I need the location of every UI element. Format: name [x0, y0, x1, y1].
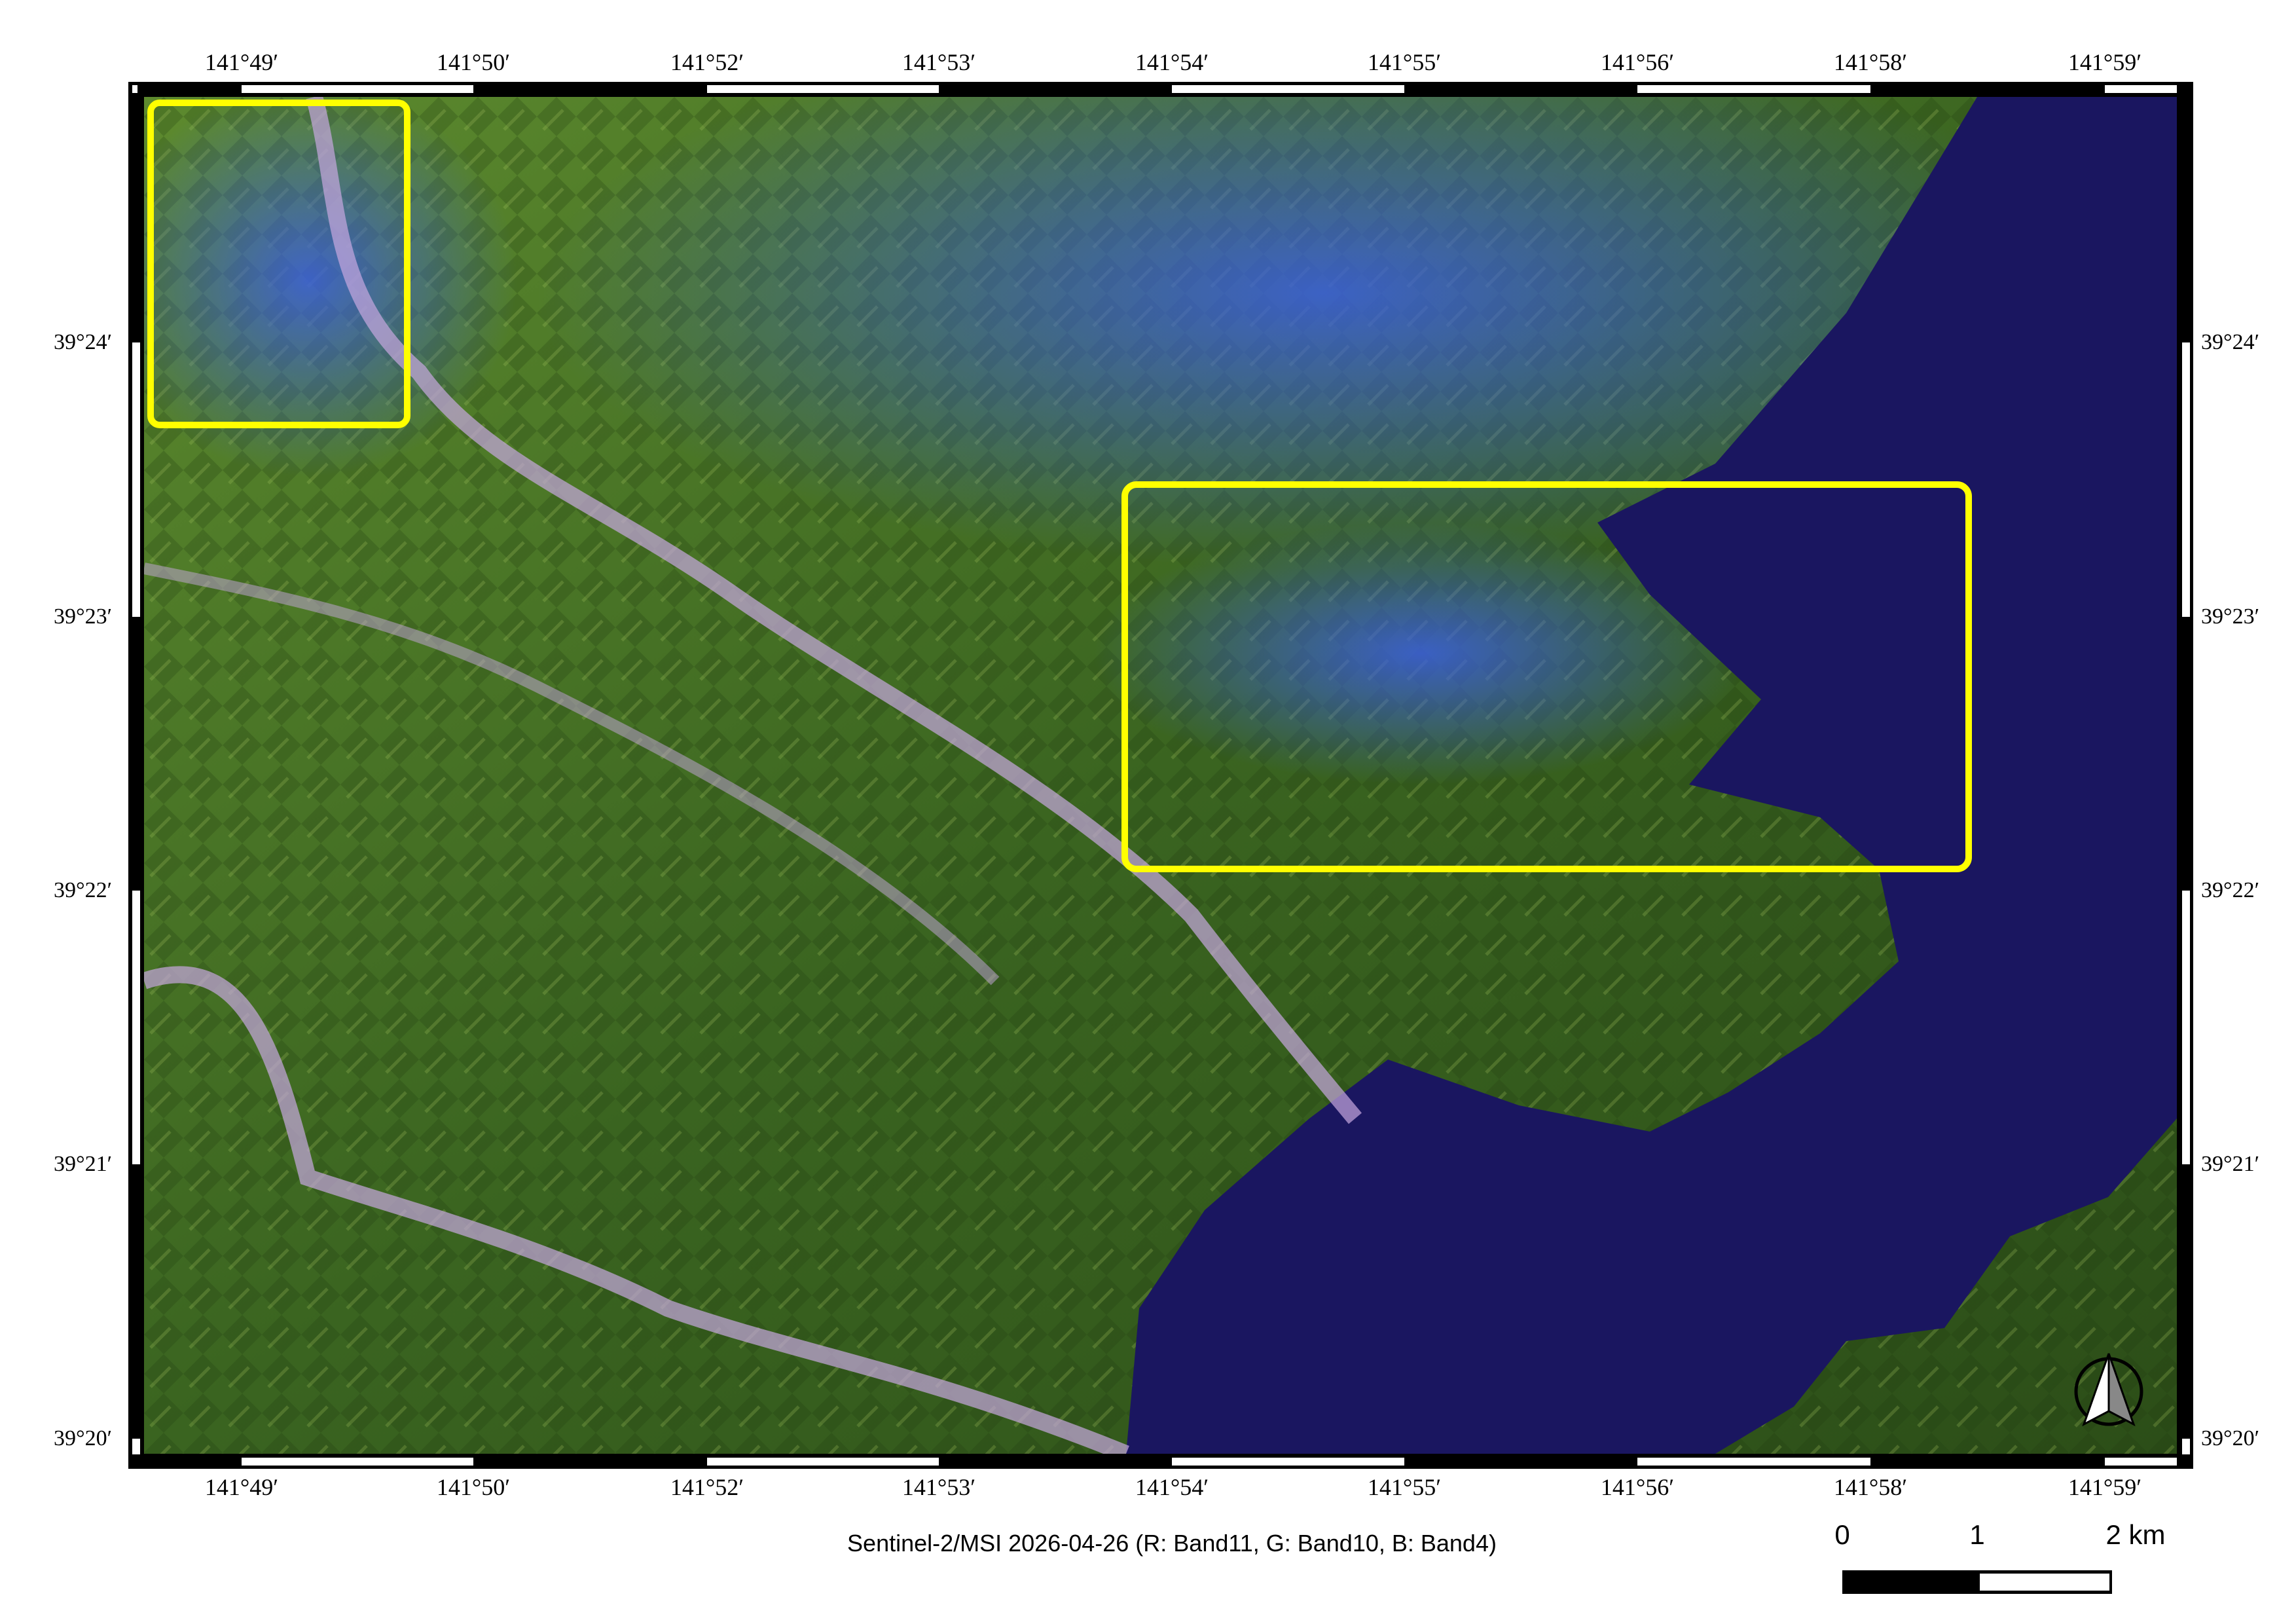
lat-tick: 39°20′: [2201, 1426, 2260, 1450]
burned-area-tint: [537, 97, 2108, 568]
frame-ticks-top: [132, 85, 2177, 93]
lat-tick: 39°23′: [2201, 604, 2260, 629]
lon-tick: 141°49′: [204, 49, 279, 75]
lat-tick: 39°22′: [2201, 878, 2260, 902]
map-caption: Sentinel-2/MSI 2026-04-26 (R: Band11, G:…: [847, 1530, 1497, 1557]
lon-tick: 141°52′: [670, 1474, 744, 1500]
lon-tick: 141°55′: [1367, 1474, 1442, 1500]
lon-tick: 141°55′: [1367, 49, 1442, 75]
lat-tick: 39°22′: [54, 878, 113, 902]
ocean: [1126, 97, 2177, 1454]
lon-tick: 141°56′: [1600, 1474, 1675, 1500]
lon-tick: 141°58′: [1833, 49, 1908, 75]
highlight-box-east: [1121, 481, 1972, 872]
lat-tick: 39°21′: [54, 1152, 113, 1176]
lon-tick: 141°54′: [1135, 1474, 1209, 1500]
lon-tick: 141°50′: [436, 1474, 511, 1500]
lon-tick: 141°54′: [1135, 49, 1209, 75]
lon-tick: 141°50′: [436, 49, 511, 75]
lat-tick: 39°20′: [54, 1426, 113, 1450]
scale-label: 2 km: [2105, 1519, 2166, 1550]
lat-tick: 39°21′: [2201, 1152, 2260, 1176]
lon-tick: 141°52′: [670, 49, 744, 75]
scale-label: 0: [1834, 1519, 1850, 1550]
lon-tick: 141°56′: [1600, 49, 1675, 75]
lon-tick: 141°59′: [2068, 49, 2142, 75]
lon-tick: 141°59′: [2068, 1474, 2142, 1500]
river: [144, 97, 1362, 1454]
scale-bar: [1842, 1570, 2112, 1594]
highlight-box-northwest: [147, 100, 410, 428]
frame-ticks-sides: [132, 342, 2190, 1454]
lon-tick: 141°58′: [1833, 1474, 1908, 1500]
lon-tick: 141°53′: [902, 49, 976, 75]
lat-tick: 39°24′: [2201, 330, 2260, 354]
lat-tick: 39°23′: [54, 604, 113, 629]
scale-label: 1: [1969, 1519, 1985, 1550]
frame-ticks-bottom: [242, 1458, 2177, 1466]
lon-tick: 141°49′: [204, 1474, 279, 1500]
lon-tick: 141°53′: [902, 1474, 976, 1500]
lat-tick: 39°24′: [54, 330, 113, 354]
north-arrow-icon: [2074, 1353, 2143, 1427]
